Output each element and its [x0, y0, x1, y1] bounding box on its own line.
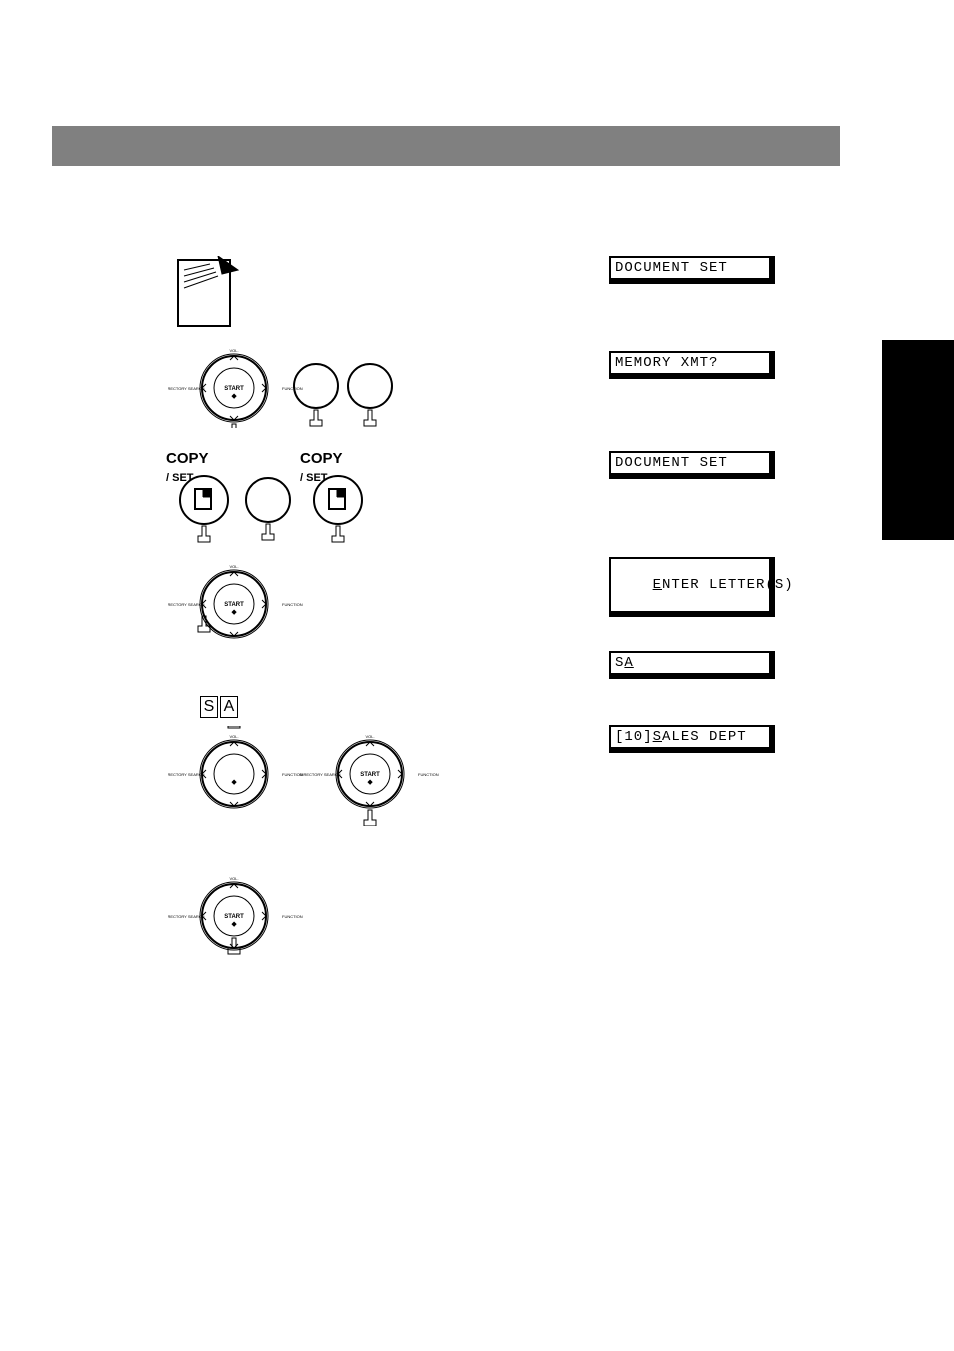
lcd-sa: SA [609, 651, 775, 679]
svg-text:◆: ◆ [231, 921, 237, 928]
lcd-document-set-2: DOCUMENT SET [609, 451, 775, 479]
svg-text:FUNCTION: FUNCTION [282, 386, 303, 391]
svg-text:VOL.: VOL. [229, 564, 238, 569]
svg-text:DIRECTORY SEARCH: DIRECTORY SEARCH [168, 772, 205, 777]
letter-s: S [200, 696, 218, 718]
svg-text:◆: ◆ [231, 609, 237, 616]
letter-a: A [220, 696, 238, 718]
svg-text:VOL.: VOL. [365, 734, 374, 739]
svg-text:◆: ◆ [367, 779, 373, 786]
lcd-memory-xmt: MEMORY XMT? [609, 351, 775, 379]
svg-text:START: START [360, 772, 380, 778]
svg-text:DIRECTORY SEARCH: DIRECTORY SEARCH [299, 772, 340, 777]
lcd-result: [10]SALES DEPT [609, 725, 775, 753]
svg-text:START: START [224, 914, 244, 920]
svg-text:FUNCTION: FUNCTION [282, 602, 303, 607]
side-stripe [882, 0, 954, 1351]
svg-text:DIRECTORY SEARCH: DIRECTORY SEARCH [168, 914, 205, 919]
lcd-document-set-1: DOCUMENT SET [609, 256, 775, 284]
dial-pair-search: ◆ DIRECTORY SEARCH FUNCTION VOL. START ◆… [168, 726, 458, 831]
svg-text:START: START [224, 386, 244, 392]
lcd-enter-letters-text: NTER LETTER(S) [662, 577, 794, 593]
side-stripe-black-segment [882, 340, 954, 540]
svg-text:◆: ◆ [231, 393, 237, 400]
svg-text:◆: ◆ [231, 779, 237, 786]
svg-text:VOL.: VOL. [229, 348, 238, 353]
svg-text:FUNCTION: FUNCTION [282, 914, 303, 919]
copy-label-2: COPY [300, 450, 343, 467]
svg-text:VOL.: VOL. [229, 734, 238, 739]
dial-press-start: START ◆ DIRECTORY SEARCH FUNCTION VOL. [168, 870, 318, 975]
svg-text:FUNCTION: FUNCTION [418, 772, 439, 777]
lcd-enter-letters: ENTER LETTER(S) [609, 557, 775, 617]
copy-label-1: COPY [166, 450, 209, 467]
section-header-bar [52, 126, 840, 166]
svg-text:DIRECTORY SEARCH: DIRECTORY SEARCH [168, 602, 205, 607]
dial-with-two-buttons: START ◆ DIRECTORY SEARCH FUNCTION VOL. [168, 348, 408, 433]
svg-text:START: START [224, 602, 244, 608]
document-paper-icon [170, 256, 244, 335]
dial-press-left: START ◆ DIRECTORY SEARCH FUNCTION VOL. [168, 560, 318, 657]
svg-text:VOL.: VOL. [229, 876, 238, 881]
dial-directory-label: DIRECTORY SEARCH [168, 386, 205, 391]
letter-boxes: SA [200, 696, 240, 718]
